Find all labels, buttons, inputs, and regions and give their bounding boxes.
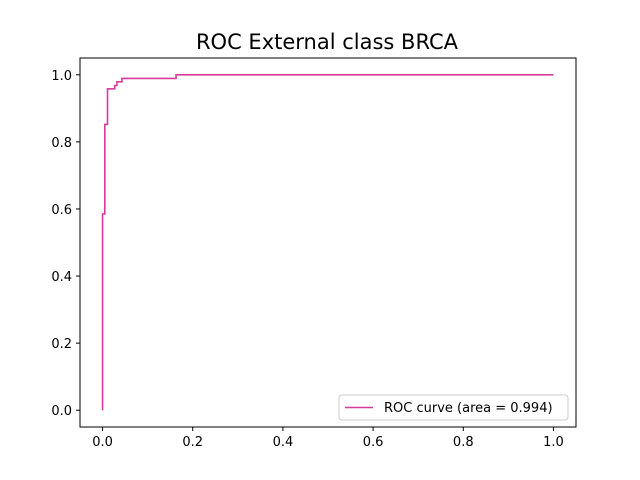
y-tick-label: 0.4 — [51, 270, 72, 285]
legend-label: ROC curve (area = 0.994) — [384, 401, 553, 416]
axis-ticks: 0.0 0.2 0.4 0.6 0.8 1.0 0.0 0.2 0.4 0.6 0.8 1.0 — [51, 69, 563, 450]
y-tick-label: 0.0 — [51, 404, 72, 419]
x-tick-label: 0.6 — [363, 435, 384, 450]
y-tick-label: 0.8 — [51, 136, 72, 151]
x-tick-label: 0.2 — [182, 435, 203, 450]
chart-title: ROC External class BRCA — [196, 30, 459, 54]
x-tick-label: 0.0 — [92, 435, 113, 450]
x-tick-label: 0.8 — [453, 435, 474, 450]
plot-area — [79, 57, 577, 428]
legend: ROC curve (area = 0.994) — [338, 394, 569, 421]
y-tick-label: 0.2 — [51, 337, 72, 352]
legend-box — [338, 394, 569, 421]
x-tick-label: 0.4 — [273, 435, 294, 450]
x-tick-label: 1.0 — [543, 435, 564, 450]
y-tick-label: 1.0 — [51, 69, 72, 84]
roc-curve-line — [101, 73, 554, 411]
y-tick-label: 0.6 — [51, 203, 72, 218]
